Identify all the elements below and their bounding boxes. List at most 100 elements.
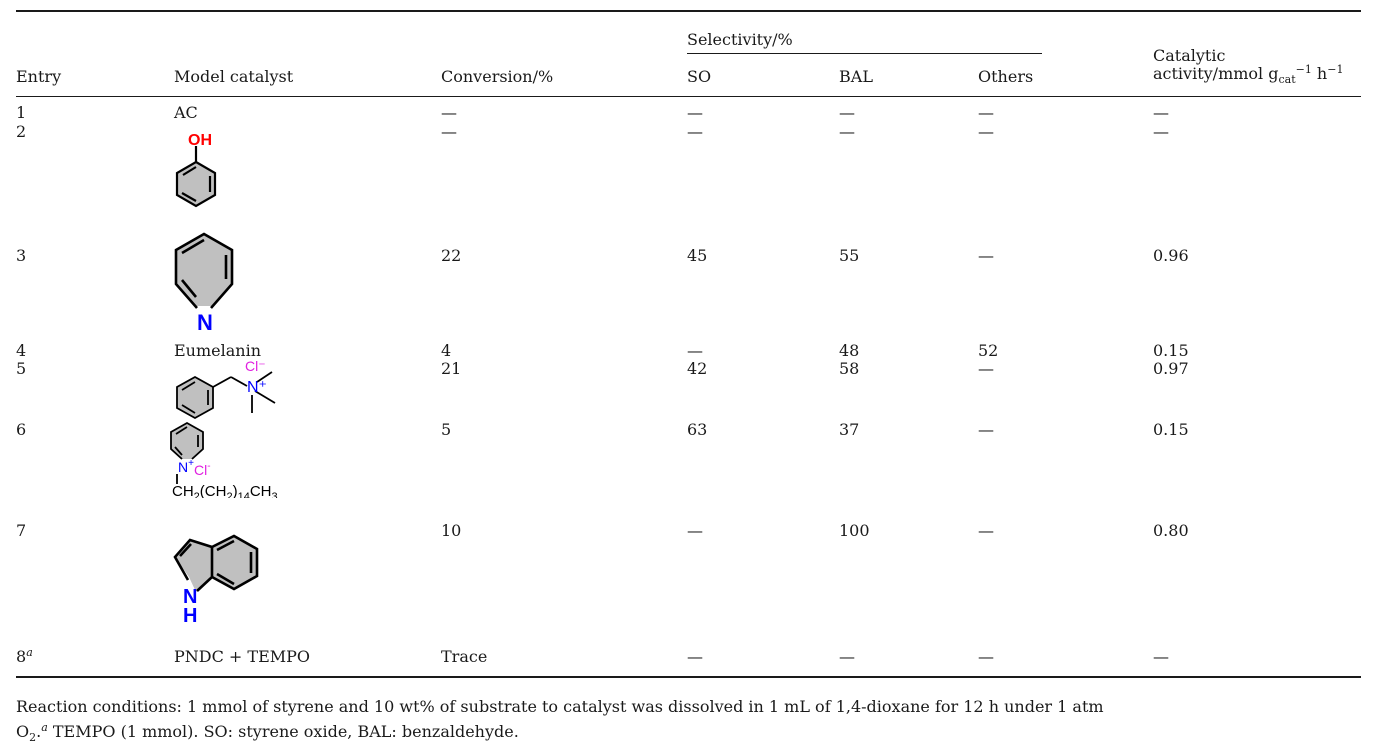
row3-conversion: 22 <box>441 246 462 265</box>
indole-double-bond <box>216 539 235 552</box>
header-model-catalyst: Model catalyst <box>174 67 294 86</box>
row2-conversion: — <box>441 122 457 141</box>
table-footnote: Reaction conditions: 1 mmol of styrene a… <box>16 694 1361 746</box>
row1-activity: — <box>1153 103 1169 122</box>
row8-entry-sup: a <box>26 646 33 659</box>
row4-so: — <box>687 341 703 360</box>
phenol-oh-label: OH <box>188 132 212 149</box>
pyridine-structure: N <box>174 232 234 334</box>
cetylpyridinium-structure: N+ Cl- CH2(CH2)14CH3 <box>170 421 278 498</box>
phenol-structure: OH <box>175 132 217 208</box>
row7-others: — <box>978 521 994 540</box>
selectivity-underline <box>687 53 1042 54</box>
row8-catalyst: PNDC + TEMPO <box>174 647 311 666</box>
cetyl-n-label: N+ <box>178 458 194 475</box>
benzyl-double-bond <box>181 381 196 391</box>
row4-bal: 48 <box>839 341 860 360</box>
footnote-o-sub: 2 <box>29 731 37 744</box>
row6-conversion: 5 <box>441 420 452 439</box>
row6-others: — <box>978 420 994 439</box>
row8-bal: — <box>839 647 855 666</box>
row2-activity: — <box>1153 122 1169 141</box>
benzyl-n-bond <box>230 376 248 387</box>
row4-activity: 0.15 <box>1153 341 1189 360</box>
header-selectivity: Selectivity/% <box>687 30 793 49</box>
cetyl-double-bond <box>175 426 188 435</box>
footnote-rest: TEMPO (1 mmol). SO: styrene oxide, BAL: … <box>47 722 519 741</box>
phenol-double-bond <box>182 166 197 176</box>
methyl-bond <box>256 371 273 383</box>
indole-benzene-bonds <box>211 534 259 591</box>
row1-others: — <box>978 103 994 122</box>
indole-h-label: H <box>183 605 197 627</box>
row1-bal: — <box>839 103 855 122</box>
row4-conversion: 4 <box>441 341 452 360</box>
row6-bal: 37 <box>839 420 860 439</box>
footnote-line1: Reaction conditions: 1 mmol of styrene a… <box>16 697 1104 716</box>
benzyl-cl-label: Cl⁻ <box>245 358 266 374</box>
phenol-double-bond <box>181 192 197 202</box>
header-activity-exp1: −1 <box>1295 63 1312 76</box>
row8-entry-number: 8 <box>16 647 27 666</box>
benzyl-ch2-bond <box>212 376 232 388</box>
row1-catalyst: AC <box>174 103 198 122</box>
row3-so: 45 <box>687 246 708 265</box>
row5-conversion: 21 <box>441 359 462 378</box>
header-bal: BAL <box>839 67 873 86</box>
footnote-dot: . <box>36 722 42 741</box>
cetyl-double-bond <box>174 446 183 456</box>
row4-catalyst: Eumelanin <box>174 341 262 360</box>
row3-activity: 0.96 <box>1153 246 1189 265</box>
header-activity-h: h <box>1311 64 1328 83</box>
row5-activity: 0.97 <box>1153 359 1189 378</box>
row2-bal: — <box>839 122 855 141</box>
row3-others: — <box>978 246 994 265</box>
indole-double-bond <box>216 572 235 586</box>
header-activity-line2: activity/mmol gcat−1 h−1 <box>1153 63 1344 86</box>
row7-activity: 0.80 <box>1153 521 1189 540</box>
row6-activity: 0.15 <box>1153 420 1189 439</box>
row1-conversion: — <box>441 103 457 122</box>
row3-bal: 55 <box>839 246 860 265</box>
row8-so: — <box>687 647 703 666</box>
indole-fill <box>175 536 257 592</box>
header-bottom-rule <box>16 96 1361 97</box>
row6-entry: 6 <box>16 420 27 439</box>
row8-activity: — <box>1153 647 1169 666</box>
pyridine-n-label: N <box>197 310 213 334</box>
pyridine-bonds <box>174 232 234 309</box>
benzyl-double-bond <box>181 404 196 414</box>
row4-entry: 4 <box>16 341 27 360</box>
header-activity-sub: cat <box>1278 73 1296 86</box>
row2-entry: 2 <box>16 122 27 141</box>
pyridine-double-bond <box>180 279 198 298</box>
row5-so: 42 <box>687 359 708 378</box>
header-activity-text: activity/mmol g <box>1153 64 1279 83</box>
row1-entry: 1 <box>16 103 27 122</box>
row6-so: 63 <box>687 420 708 439</box>
pyridine-double-bond <box>181 238 205 255</box>
row5-others: — <box>978 359 994 378</box>
indole-n-label: N <box>183 586 197 608</box>
row5-entry: 5 <box>16 359 27 378</box>
cetyl-ring-bonds <box>170 421 204 460</box>
methyl-bond <box>254 390 276 404</box>
row7-bal: 100 <box>839 521 870 540</box>
row8-conversion: Trace <box>441 647 488 666</box>
row8-others: — <box>978 647 994 666</box>
footnote-o: O <box>16 722 30 741</box>
table-bottom-rule <box>16 676 1361 678</box>
benzyltrimethylammonium-structure: Cl⁻ N⁺ <box>176 358 276 420</box>
header-activity-exp2: −1 <box>1327 63 1344 76</box>
row8-entry: 8a <box>16 646 33 669</box>
row2-others: — <box>978 122 994 141</box>
cetyl-cl-label: Cl- <box>194 461 211 478</box>
header-so: SO <box>687 67 712 86</box>
benzyl-n-label: N⁺ <box>247 379 267 396</box>
indole-double-bond <box>179 543 192 557</box>
row1-so: — <box>687 103 703 122</box>
row3-entry: 3 <box>16 246 27 265</box>
header-entry: Entry <box>16 67 62 86</box>
table-top-rule <box>16 10 1361 12</box>
indole-structure: N H <box>173 534 259 627</box>
